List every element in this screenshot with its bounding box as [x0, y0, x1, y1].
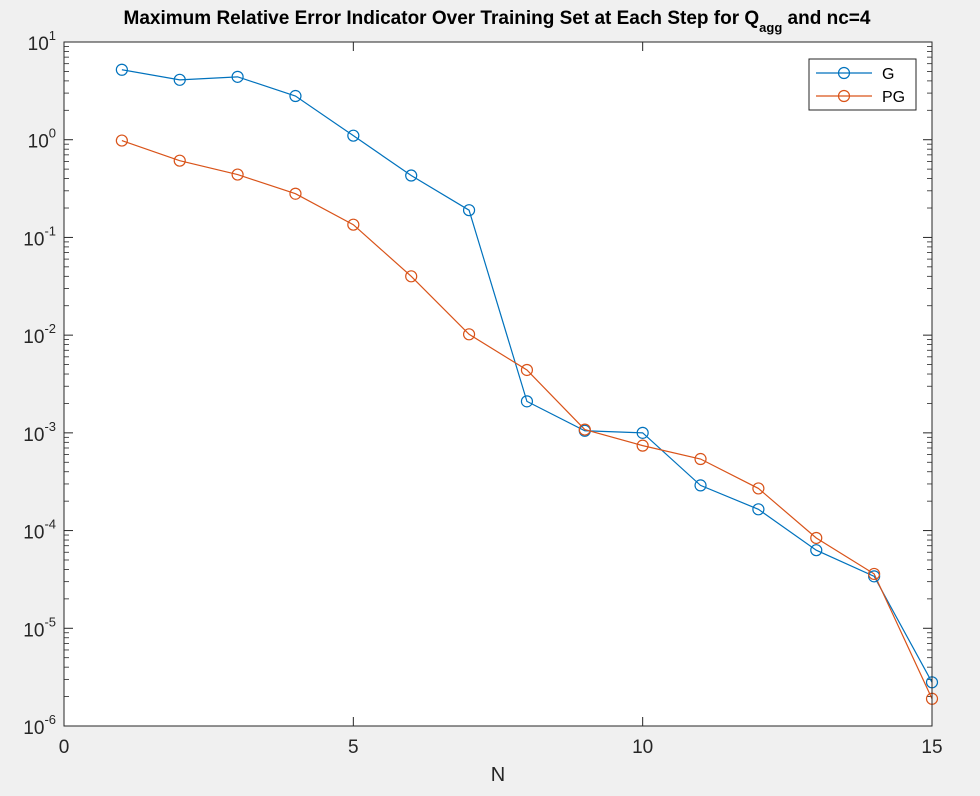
data-point-g [636, 426, 649, 439]
data-point-pg [347, 218, 360, 231]
legend-label-g: G [882, 66, 894, 83]
data-point-g [462, 204, 476, 217]
data-point-g [520, 395, 534, 408]
data-point-g [289, 89, 302, 103]
y-tick-label: 10-6 [23, 712, 56, 739]
series-line-g [121, 69, 933, 683]
y-tick-label: 10-5 [23, 614, 56, 641]
y-tick-label: 10-2 [23, 321, 56, 348]
data-point-pg [868, 567, 881, 581]
y-tick-label: 10-1 [23, 223, 56, 250]
x-axis-label: N [491, 764, 505, 786]
legend[interactable]: G PG [808, 58, 917, 111]
x-tick-label: 0 [59, 737, 70, 758]
data-point-pg [289, 187, 302, 200]
data-point-g [173, 73, 186, 86]
data-point-g [115, 63, 128, 76]
data-point-pg [694, 452, 707, 466]
series-group [115, 63, 939, 705]
plot-border [63, 41, 933, 727]
chart-title-tail: and nc=4 [782, 8, 871, 29]
chart-title-main: Maximum Relative Error Indicator Over Tr… [124, 8, 760, 29]
data-point-pg [173, 154, 186, 167]
axes: 0 5 10 15 101 100 10-1 10-2 10-3 10-4 10-5 10-6 [23, 28, 942, 758]
data-point-pg [520, 363, 534, 377]
legend-label-pg: PG [882, 89, 905, 106]
data-point-pg [636, 439, 649, 452]
plot-area [64, 42, 932, 726]
data-point-g [405, 169, 418, 182]
x-tick-label: 10 [632, 737, 653, 758]
data-point-pg [115, 134, 128, 147]
legend-marker-pg [837, 89, 851, 103]
data-point-g [694, 479, 707, 492]
data-point-g [231, 70, 244, 83]
chart-title-subscript: agg [759, 20, 782, 35]
legend-box [808, 58, 917, 111]
data-point-g [810, 544, 823, 557]
y-tick-label: 10-4 [23, 517, 56, 544]
data-point-pg [810, 531, 823, 545]
data-point-pg [578, 423, 591, 436]
data-point-g [752, 503, 765, 516]
data-point-pg [405, 270, 418, 283]
series-line-pg [121, 140, 933, 700]
legend-marker-g [837, 66, 851, 80]
chart-title: Maximum Relative Error Indicator Over Tr… [124, 8, 871, 35]
x-tick-label: 15 [921, 737, 942, 758]
x-tick-label: 5 [348, 737, 359, 758]
data-point-pg [462, 328, 476, 341]
data-point-g [347, 129, 360, 142]
y-tick-label: 10-3 [23, 419, 56, 446]
data-point-pg [231, 168, 244, 181]
y-tick-label: 100 [28, 126, 56, 153]
data-point-pg [752, 482, 765, 495]
y-tick-label: 101 [28, 28, 56, 55]
